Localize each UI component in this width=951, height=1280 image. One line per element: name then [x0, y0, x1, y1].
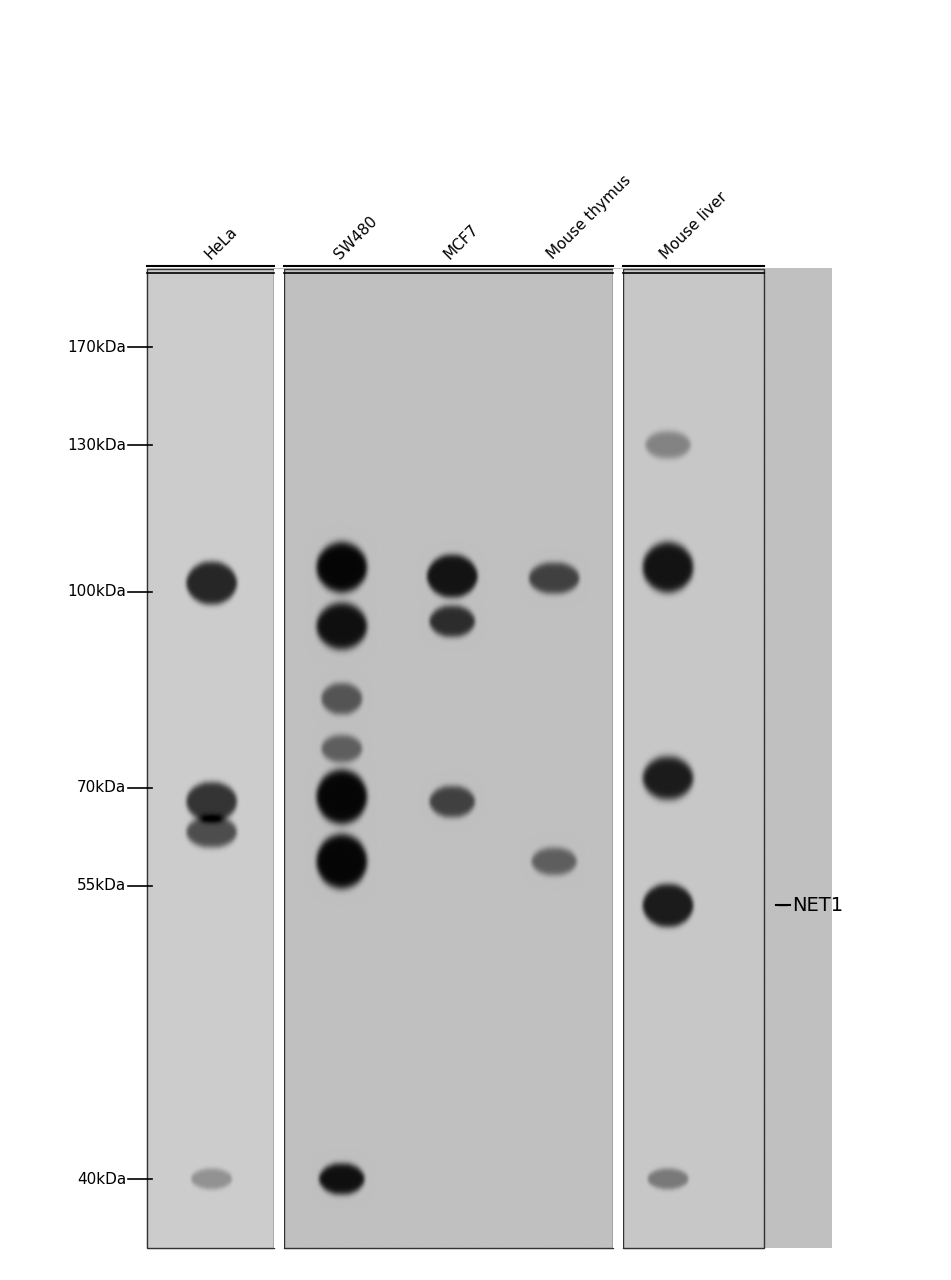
Text: MCF7: MCF7 [441, 221, 482, 262]
Text: 70kDa: 70kDa [77, 781, 126, 795]
Text: 100kDa: 100kDa [68, 585, 126, 599]
Text: HeLa: HeLa [202, 224, 240, 262]
Text: Mouse thymus: Mouse thymus [544, 173, 633, 262]
FancyBboxPatch shape [147, 269, 274, 1248]
FancyBboxPatch shape [274, 269, 284, 1248]
Text: 170kDa: 170kDa [68, 339, 126, 355]
Text: SW480: SW480 [332, 214, 380, 262]
Text: Mouse liver: Mouse liver [657, 189, 730, 262]
Text: 55kDa: 55kDa [77, 878, 126, 893]
FancyBboxPatch shape [623, 269, 764, 1248]
Text: 40kDa: 40kDa [77, 1172, 126, 1187]
FancyBboxPatch shape [284, 269, 613, 1248]
FancyBboxPatch shape [613, 269, 623, 1248]
Text: 130kDa: 130kDa [68, 438, 126, 453]
Text: NET1: NET1 [792, 896, 844, 915]
